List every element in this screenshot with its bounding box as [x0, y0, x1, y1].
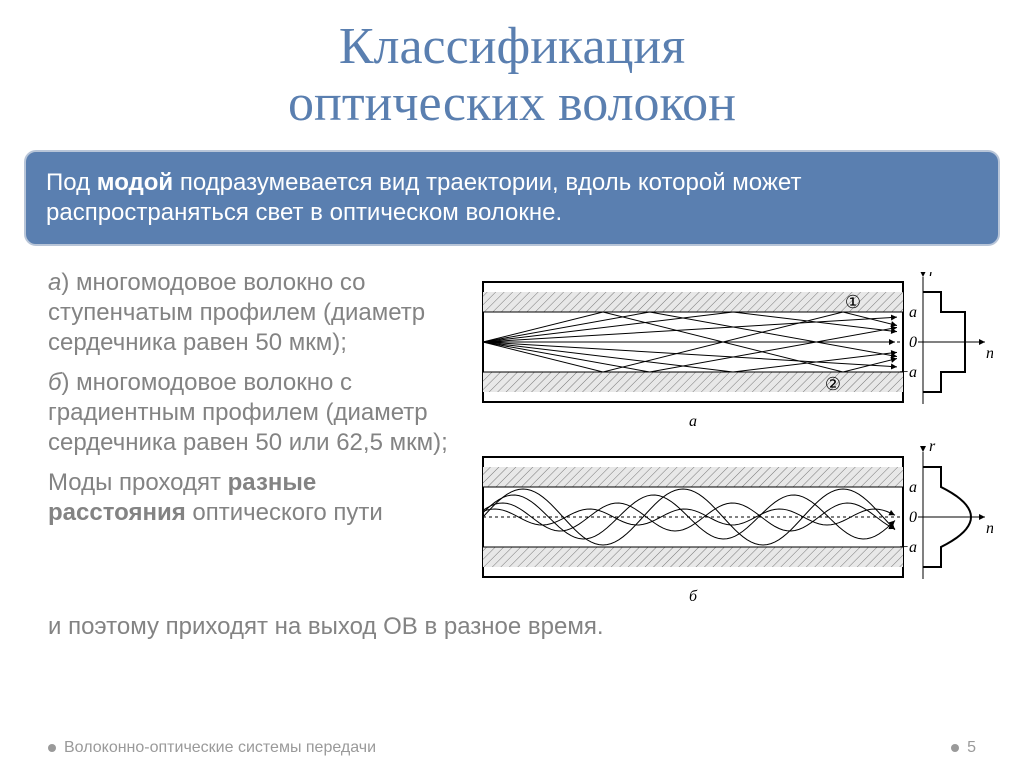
svg-text:0: 0	[909, 334, 917, 351]
definition-callout: Под модой подразумевается вид траектории…	[24, 150, 1000, 246]
svg-text:б: б	[689, 588, 698, 605]
diagram-column: ① ② r a 0 −a n а r a 0 −a n б	[473, 268, 1000, 612]
item-a-letter: а	[48, 269, 61, 296]
footer-right: 5	[951, 739, 976, 757]
svg-text:−a: −a	[899, 539, 918, 556]
mode-prefix: Моды проходят	[48, 469, 228, 496]
svg-text:r: r	[929, 438, 936, 455]
svg-text:n: n	[986, 345, 993, 362]
title-line-2: оптических волокон	[288, 75, 736, 132]
callout-bold: модой	[97, 169, 173, 196]
text-column: а) многомодовое волокно со ступенчатым п…	[48, 268, 455, 612]
item-a: а) многомодовое волокно со ступенчатым п…	[48, 268, 455, 358]
slide-footer: Волоконно-оптические системы передачи 5	[0, 739, 1024, 757]
footer-left: Волоконно-оптические системы передачи	[48, 739, 376, 757]
mode-rest: оптического пути	[186, 499, 383, 526]
title-line-1: Классификация	[339, 18, 685, 75]
slide-title: Классификация оптических волокон	[0, 0, 1024, 132]
item-a-text: ) многомодовое волокно со ступенчатым пр…	[48, 269, 425, 356]
item-b-text: ) многомодовое волокно с градиентным про…	[48, 369, 448, 456]
bullet-icon	[48, 744, 56, 752]
svg-text:a: a	[909, 304, 917, 321]
mode-line: Моды проходят разные расстояния оптическ…	[48, 468, 455, 528]
svg-text:0: 0	[909, 509, 917, 526]
svg-text:①: ①	[845, 292, 861, 312]
callout-prefix: Под	[46, 169, 97, 196]
item-b-letter: б	[48, 369, 62, 396]
bullet-icon	[951, 744, 959, 752]
svg-text:n: n	[986, 520, 993, 537]
bottom-line: и поэтому приходят на выход ОВ в разное …	[0, 612, 1024, 642]
svg-text:r: r	[929, 272, 936, 280]
fiber-diagram: ① ② r a 0 −a n а r a 0 −a n б	[473, 272, 993, 612]
svg-text:a: a	[909, 479, 917, 496]
item-b: б) многомодовое волокно с градиентным пр…	[48, 368, 455, 458]
svg-text:а: а	[689, 413, 697, 430]
svg-text:②: ②	[825, 374, 841, 394]
svg-text:−a: −a	[899, 364, 918, 381]
